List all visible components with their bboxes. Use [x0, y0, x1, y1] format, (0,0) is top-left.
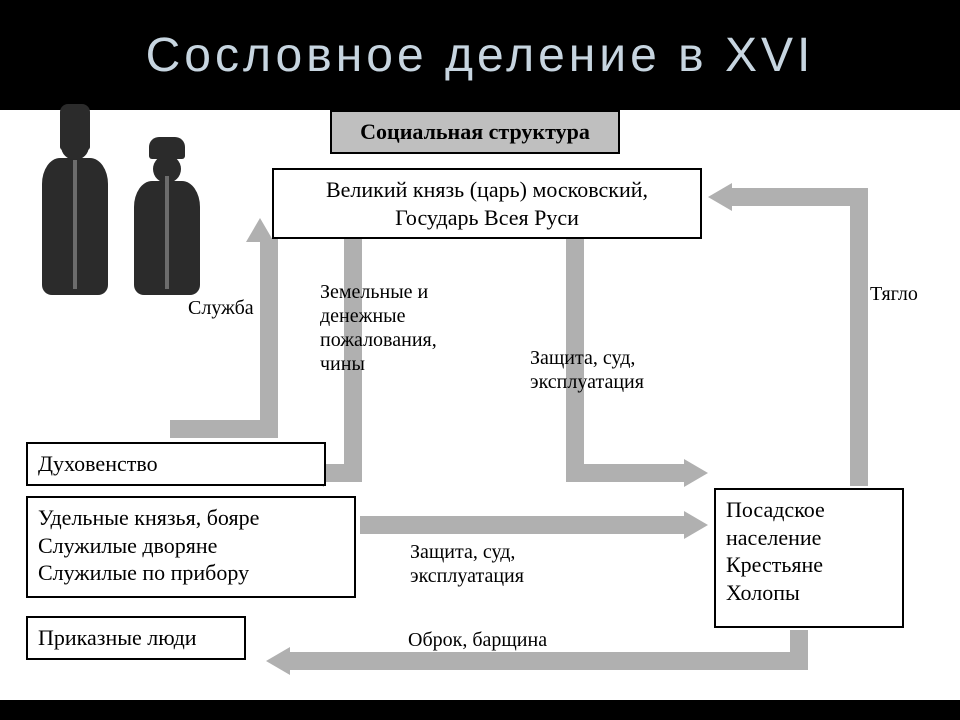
arrow-shaft-h-tsar-to-service: [322, 464, 362, 482]
diagram-stage: Социальная структура Великий князь (царь)…: [0, 110, 960, 720]
label-tyaglo: Тягло: [870, 282, 918, 306]
node-tsar: Великий князь (царь) московский, Государ…: [272, 168, 702, 239]
arrow-shaft-h-service-to-posad: [360, 516, 686, 534]
label-obrok: Оброк, барщина: [408, 628, 547, 652]
arrow-head-service-to-posad: [684, 511, 708, 539]
node-clergy: Духовенство: [26, 442, 326, 486]
arrow-shaft-v-service-up: [260, 238, 278, 438]
node-prikaz: Приказные люди: [26, 616, 246, 660]
arrow-shaft-h-posad-up: [730, 188, 868, 206]
historical-figures-illustration: [30, 110, 230, 295]
label-protect2: Защита, суд, эксплуатация: [410, 540, 524, 588]
boyar-figure: [34, 110, 116, 295]
node-posad: Посадское население Крестьяне Холопы: [714, 488, 904, 628]
arrow-head-posad-to-service: [266, 647, 290, 675]
bottom-shade: [0, 700, 960, 720]
arrow-shaft-v-posad-up: [850, 206, 868, 486]
title-bar: Сословное деление в XVI: [0, 0, 960, 110]
arrow-shaft-h-tsar-to-posad: [566, 464, 686, 482]
arrow-head-service-up: [246, 218, 274, 242]
slide-title: Сословное деление в XVI: [146, 28, 815, 83]
arrow-shaft-h-service-up: [170, 420, 260, 438]
arrow-shaft-h-posad-to-service: [288, 652, 808, 670]
label-sluzhba: Служба: [188, 296, 254, 320]
label-protect1: Защита, суд, эксплуатация: [530, 346, 644, 394]
node-service: Удельные князья, бояре Служилые дворяне …: [26, 496, 356, 598]
node-header: Социальная структура: [330, 110, 620, 154]
label-grants: Земельные и денежные пожалования, чины: [320, 280, 437, 376]
arrow-head-tsar-to-posad: [684, 459, 708, 487]
arrow-head-posad-up: [708, 183, 732, 211]
noble-figure: [126, 133, 208, 295]
